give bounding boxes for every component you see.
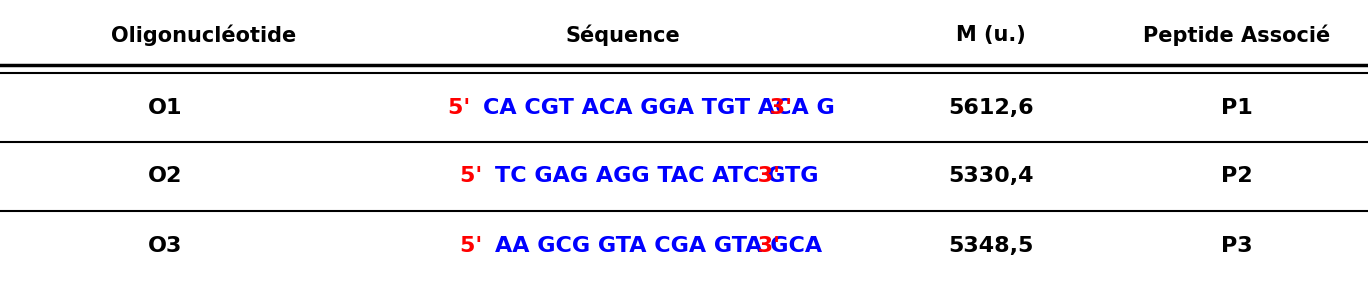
- Text: 5612,6: 5612,6: [948, 98, 1034, 118]
- Text: 3': 3': [750, 236, 780, 256]
- Text: 5330,4: 5330,4: [948, 166, 1034, 186]
- Text: O3: O3: [148, 236, 182, 256]
- Text: Oligonucléotide: Oligonucléotide: [111, 24, 295, 46]
- Text: 5': 5': [460, 166, 490, 186]
- Text: O2: O2: [148, 166, 182, 186]
- Text: 5': 5': [460, 236, 490, 256]
- Text: 5348,5: 5348,5: [948, 236, 1034, 256]
- Text: 3': 3': [750, 166, 780, 186]
- Text: 5': 5': [449, 98, 479, 118]
- Text: M (u.): M (u.): [956, 25, 1026, 45]
- Text: P1: P1: [1222, 98, 1253, 118]
- Text: Peptide Associé: Peptide Associé: [1144, 24, 1331, 46]
- Text: P2: P2: [1222, 166, 1253, 186]
- Text: TC GAG AGG TAC ATC GTG: TC GAG AGG TAC ATC GTG: [495, 166, 818, 186]
- Text: P3: P3: [1222, 236, 1253, 256]
- Text: 3': 3': [762, 98, 792, 118]
- Text: AA GCG GTA CGA GTA GCA: AA GCG GTA CGA GTA GCA: [495, 236, 822, 256]
- Text: Séquence: Séquence: [565, 24, 680, 46]
- Text: CA CGT ACA GGA TGT ACA G: CA CGT ACA GGA TGT ACA G: [483, 98, 834, 118]
- Text: O1: O1: [148, 98, 182, 118]
